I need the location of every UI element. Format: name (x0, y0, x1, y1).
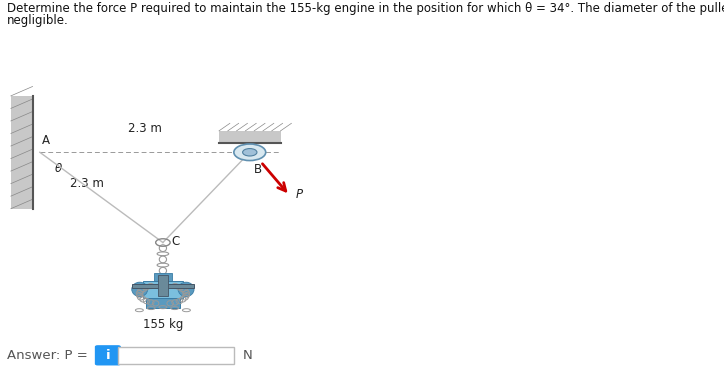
Text: P: P (295, 188, 303, 201)
Bar (146, 298, 180, 308)
Bar (118, 347, 234, 364)
Ellipse shape (132, 282, 148, 297)
Ellipse shape (178, 282, 194, 297)
Text: i: i (106, 349, 110, 362)
Text: 2.3 m: 2.3 m (70, 177, 104, 190)
Text: θ: θ (54, 162, 62, 175)
Text: 2.3 m: 2.3 m (128, 122, 161, 135)
Text: Determine the force P required to maintain the 155-kg engine in the position for: Determine the force P required to mainta… (7, 2, 724, 15)
Text: 155 kg: 155 kg (143, 318, 183, 331)
Bar (154, 273, 172, 281)
Text: B: B (253, 163, 261, 176)
Bar (132, 284, 194, 288)
FancyBboxPatch shape (95, 345, 121, 365)
Text: A: A (42, 133, 50, 147)
Text: Answer: P =: Answer: P = (7, 349, 92, 362)
Bar (158, 275, 168, 296)
Text: negligible.: negligible. (7, 14, 69, 27)
Bar (219, 131, 281, 143)
Bar (143, 281, 182, 298)
Text: N: N (243, 349, 252, 362)
Circle shape (234, 144, 266, 161)
Circle shape (243, 149, 257, 156)
Text: C: C (172, 235, 180, 248)
Bar (11, 96, 33, 209)
